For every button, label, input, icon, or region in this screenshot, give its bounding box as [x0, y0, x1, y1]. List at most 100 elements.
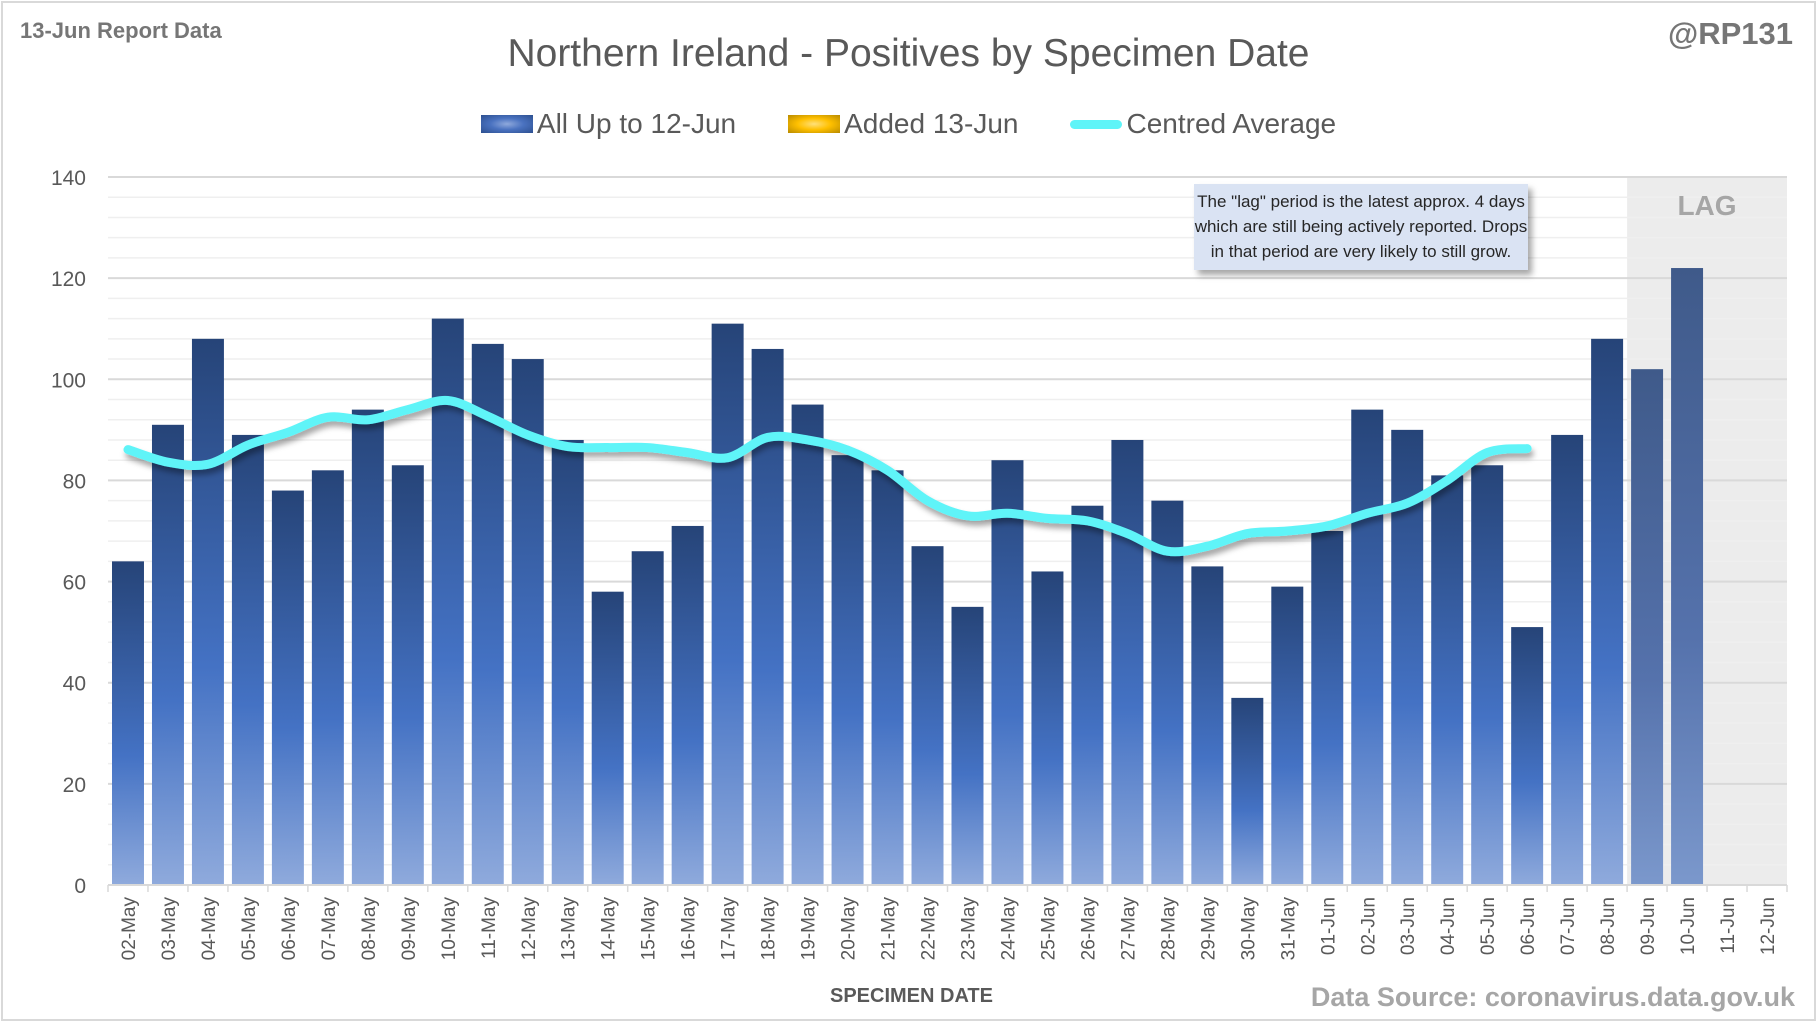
bar-26-May [1071, 505, 1104, 885]
bar-04-Jun [1431, 475, 1464, 885]
x-tick-label: 06-May [279, 897, 300, 961]
bar-03-May [151, 424, 184, 885]
x-tick-label: 12-Jun [1758, 897, 1779, 955]
bar-18-May [751, 348, 784, 885]
x-tick-label: 13-May [559, 897, 580, 961]
bar-15-May [631, 551, 664, 885]
author-handle: @RP131 [1667, 16, 1793, 51]
x-tick-label: 20-May [839, 897, 860, 961]
x-tick-label: 08-Jun [1598, 897, 1619, 955]
x-tick-label: 02-May [119, 897, 140, 961]
chart-legend: All Up to 12-Jun Added 13-Jun Centred Av… [0, 108, 1817, 140]
note-line: The "lag" period is the latest approx. 4… [1197, 192, 1525, 211]
bar-06-May [271, 490, 304, 885]
bar-09-Jun [1631, 369, 1664, 886]
y-tick-label: 60 [63, 572, 86, 595]
bar-24-May [991, 460, 1024, 885]
x-tick-label: 14-May [599, 897, 620, 961]
x-tick-label: 07-Jun [1558, 897, 1579, 955]
x-tick-label: 27-May [1118, 897, 1139, 961]
note-line: in that period are very likely to still … [1210, 242, 1512, 261]
note-line: which are still being actively reported.… [1194, 217, 1528, 236]
bar-19-May [791, 404, 824, 885]
x-tick-label: 04-Jun [1438, 897, 1459, 955]
x-tick-label: 15-May [639, 897, 660, 961]
x-tick-label: 24-May [998, 897, 1019, 961]
bar-17-May [711, 323, 744, 886]
x-tick-label: 22-May [919, 897, 940, 961]
x-tick-label: 16-May [679, 897, 700, 961]
x-tick-label: 01-Jun [1318, 897, 1339, 955]
x-tick-label: 03-May [159, 897, 180, 961]
bar-08-May [351, 409, 384, 885]
legend-swatch-blue-bar-icon [480, 115, 533, 133]
x-tick-label: 06-Jun [1518, 897, 1539, 955]
x-tick-label: 04-May [199, 897, 220, 961]
x-tick-label: 10-Jun [1678, 897, 1699, 955]
x-tick-label: 10-May [439, 897, 460, 961]
legend-item-added: Added 13-Jun [788, 108, 1018, 140]
x-tick-label: 02-Jun [1358, 897, 1379, 955]
x-tick-label: 11-May [479, 897, 500, 959]
y-tick-label: 120 [51, 268, 86, 291]
bar-20-May [831, 455, 864, 885]
x-axis-title: SPECIMEN DATE [830, 985, 993, 1007]
legend-label: All Up to 12-Jun [536, 108, 737, 139]
bar-02-Jun [1351, 409, 1384, 885]
x-tick-label: 11-Jun [1718, 897, 1739, 954]
y-tick-label: 0 [74, 875, 86, 898]
x-tick-label: 09-May [399, 897, 420, 961]
data-source-label: Data Source: coronavirus.data.gov.uk [1310, 982, 1795, 1012]
bar-10-May [431, 318, 464, 886]
bar-13-May [551, 439, 584, 885]
bar-28-May [1151, 500, 1184, 885]
bar-06-Jun [1511, 627, 1544, 885]
x-tick-label: 26-May [1078, 897, 1099, 961]
y-tick-label: 20 [63, 774, 86, 797]
bar-08-Jun [1591, 338, 1624, 885]
legend-swatch-gold-bar-icon [788, 115, 841, 133]
x-tick-label: 05-Jun [1478, 897, 1499, 955]
bar-30-May [1231, 697, 1264, 885]
x-tick-label: 07-May [319, 897, 340, 961]
x-tick-label: 19-May [799, 897, 820, 961]
bar-01-Jun [1311, 531, 1344, 885]
x-tick-label: 18-May [759, 897, 780, 961]
x-tick-label: 23-May [958, 897, 979, 961]
bar-12-May [511, 359, 544, 885]
bar-21-May [871, 470, 904, 885]
bar-25-May [1031, 571, 1064, 885]
bar-09-May [391, 465, 424, 885]
report-date-label: 13-Jun Report Data [20, 18, 222, 43]
legend-swatch-line-icon [1070, 119, 1123, 129]
chart-title: Northern Ireland - Positives by Specimen… [507, 32, 1310, 75]
x-tick-label: 08-May [359, 897, 380, 961]
bar-02-May [111, 561, 144, 885]
bar-04-May [191, 338, 224, 885]
x-tick-label: 25-May [1038, 897, 1059, 961]
y-tick-label: 100 [51, 369, 86, 392]
y-tick-label: 140 [51, 167, 86, 190]
bar-14-May [591, 591, 624, 885]
bar-11-May [471, 343, 504, 885]
x-tick-label: 28-May [1158, 897, 1179, 961]
x-tick-label: 29-May [1198, 897, 1219, 961]
y-tick-label: 80 [63, 470, 86, 493]
x-tick-label: 05-May [239, 897, 260, 961]
bar-05-Jun [1471, 465, 1504, 885]
x-tick-label: 21-May [879, 897, 900, 961]
legend-item-all-up-to: All Up to 12-Jun [480, 108, 737, 140]
x-tick-label: 12-May [519, 897, 540, 961]
bar-22-May [911, 546, 944, 885]
bar-31-May [1271, 586, 1304, 885]
bar-29-May [1191, 566, 1224, 885]
bar-05-May [231, 434, 264, 885]
lag-label: LAG [1677, 190, 1737, 221]
x-tick-label: 17-May [719, 897, 740, 961]
bar-16-May [671, 525, 704, 885]
centred-average-line [123, 395, 1532, 557]
x-tick-label: 03-Jun [1398, 897, 1419, 955]
bar-27-May [1111, 439, 1144, 885]
legend-label: Added 13-Jun [844, 108, 1019, 139]
